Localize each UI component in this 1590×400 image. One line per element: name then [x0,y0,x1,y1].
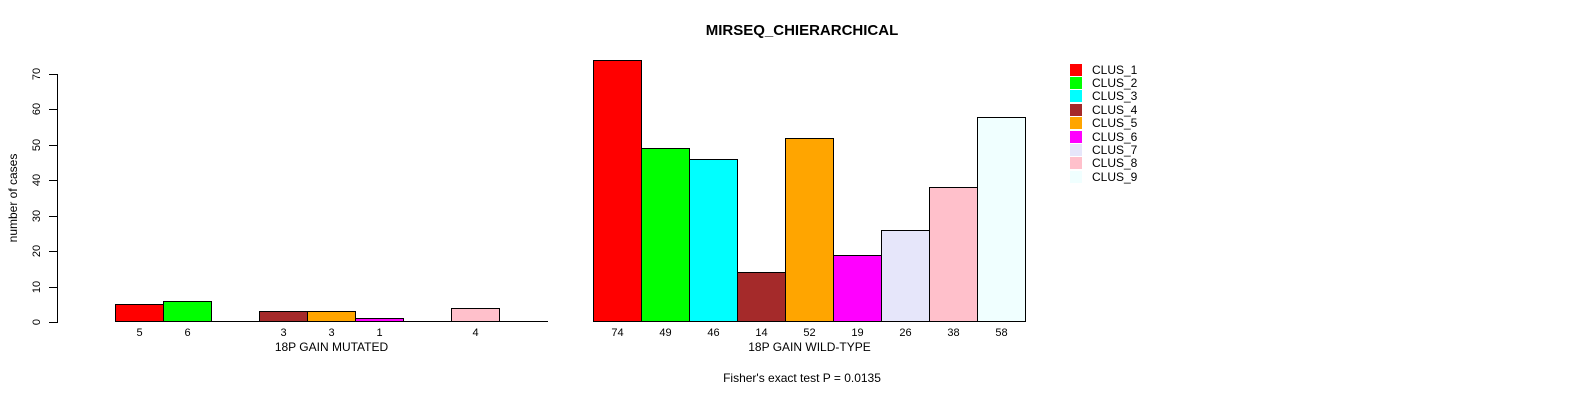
legend-swatch-CLUS_4 [1070,103,1082,116]
bar-value-CLUS_5-group2: 52 [803,327,816,339]
legend-label-CLUS_1: CLUS_1 [1092,62,1138,77]
bar-value-CLUS_6-group1: 1 [376,327,383,339]
legend-entry-CLUS_3: CLUS_3 [1070,90,1137,103]
y-axis-tick [49,251,57,252]
legend-label-CLUS_7: CLUS_7 [1092,143,1138,158]
bar-CLUS_5-group1 [307,311,356,322]
bar-CLUS_2-group1 [163,301,212,322]
legend-swatch-CLUS_9 [1070,170,1082,183]
legend-entry-CLUS_4: CLUS_4 [1070,103,1137,116]
legend-label-CLUS_2: CLUS_2 [1092,76,1138,91]
y-axis-tick-label: 0 [31,318,43,326]
bar-CLUS_1-group2 [593,60,642,322]
legend-entry-CLUS_5: CLUS_5 [1070,117,1137,130]
bar-value-CLUS_1-group1: 5 [136,327,143,339]
legend: CLUS_1 CLUS_2 CLUS_3 CLUS_4 CLUS_5 CLUS_6 CLUS… [1070,63,1137,184]
legend-label-CLUS_4: CLUS_4 [1092,102,1138,117]
bar-value-CLUS_8-group2: 38 [947,327,960,339]
bar-CLUS_7-group1-zero [403,321,452,322]
bar-value-CLUS_2-group1: 6 [184,327,191,339]
y-axis-tick-label: 50 [31,138,43,152]
y-axis-tick-label: 60 [31,102,43,116]
bar-value-CLUS_6-group2: 19 [851,327,864,339]
legend-entry-CLUS_7: CLUS_7 [1070,143,1138,158]
bar-CLUS_4-group2 [737,272,786,322]
y-axis-tick-label: 30 [31,209,43,223]
fisher-test-annotation: Fisher's exact test P = 0.0135 [723,371,881,385]
legend-swatch-CLUS_8 [1070,157,1082,170]
chart-title: MIRSEQ_CHIERARCHICAL [705,22,899,39]
y-axis-tick-label: 70 [31,67,43,81]
y-axis-tick [49,216,57,217]
y-axis-tick-label: 10 [31,280,43,294]
y-axis-tick-label: 20 [31,244,43,258]
bar-CLUS_1-group1 [115,304,164,322]
legend-swatch-CLUS_1 [1070,63,1082,76]
legend-label-CLUS_9: CLUS_9 [1092,169,1138,184]
bar-value-CLUS_4-group2: 14 [755,327,768,339]
legend-swatch-CLUS_3 [1070,90,1082,103]
bar-value-CLUS_9-group2: 58 [995,327,1008,339]
legend-label-CLUS_5: CLUS_5 [1092,116,1138,131]
y-axis-tick [49,287,57,288]
bar-CLUS_2-group2 [641,148,690,322]
bar-CLUS_7-group2 [881,230,930,322]
y-axis-tick [49,109,57,110]
bar-CLUS_9-group2 [977,117,1026,322]
bar-CLUS_3-group2 [689,159,738,322]
bar-CLUS_6-group2 [833,255,882,322]
legend-entry-CLUS_1: CLUS_1 [1070,63,1137,76]
bar-value-CLUS_3-group2: 46 [707,327,720,339]
bar-value-CLUS_2-group2: 49 [659,327,672,339]
bar-CLUS_3-group1-zero [211,321,260,322]
legend-label-CLUS_6: CLUS_6 [1092,129,1138,144]
legend-swatch-CLUS_6 [1070,130,1082,143]
bar-CLUS_8-group2 [929,187,978,322]
legend-entry-CLUS_6: CLUS_6 [1070,130,1137,143]
bar-CLUS_5-group2 [785,138,834,322]
y-axis-title-text: number of cases [6,153,20,243]
bar-value-CLUS_1-group2: 74 [611,327,624,339]
legend-swatch-CLUS_5 [1070,117,1082,130]
y-axis-tick-label: 40 [31,173,43,187]
x-axis-label-wild-type-group: 18P GAIN WILD-TYPE [748,340,871,354]
bar-CLUS_9-group1-zero [499,321,548,322]
y-axis-line [57,74,58,323]
bar-value-CLUS_7-group2: 26 [899,327,912,339]
x-axis-label-mutated-group: 18P GAIN MUTATED [274,340,389,354]
bar-CLUS_8-group1 [451,308,500,322]
bar-value-CLUS_8-group1: 4 [472,327,479,339]
bar-value-CLUS_4-group1: 3 [280,327,287,339]
legend-label-CLUS_3: CLUS_3 [1092,89,1138,104]
y-axis-tick [49,145,57,146]
legend-entry-CLUS_8: CLUS_8 [1070,157,1137,170]
y-axis-tick [49,322,57,323]
y-axis-tick [49,74,57,75]
legend-swatch-CLUS_2 [1070,77,1082,90]
y-axis-tick [49,180,57,181]
legend-label-CLUS_8: CLUS_8 [1092,156,1138,171]
legend-entry-CLUS_2: CLUS_2 [1070,76,1138,91]
bar-CLUS_4-group1 [259,311,308,322]
bar-CLUS_6-group1 [355,318,404,322]
legend-entry-CLUS_9: CLUS_9 [1070,170,1137,183]
legend-swatch-CLUS_7 [1070,144,1082,157]
bar-value-CLUS_5-group1: 3 [328,327,335,339]
